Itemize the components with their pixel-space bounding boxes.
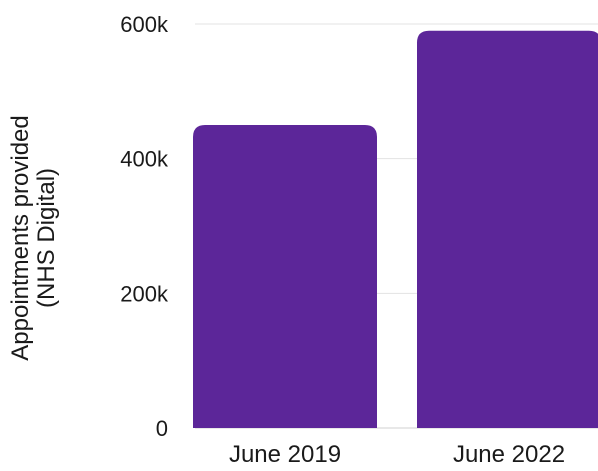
x-tick-labels: June 2019 June 2022 [229, 441, 565, 468]
y-tick-label: 400k [120, 147, 169, 172]
y-tick-label: 600k [120, 12, 169, 37]
bars [193, 30, 598, 428]
x-tick-label: June 2022 [453, 441, 565, 468]
y-axis-label: Appointments provided (NHS Digital) [7, 115, 60, 360]
y-tick-labels: 0 200k 400k 600k [120, 12, 169, 441]
y-axis-label-line-2: (NHS Digital) [33, 168, 60, 308]
y-tick-label: 200k [120, 281, 169, 306]
bar [417, 30, 598, 428]
y-axis-label-line-1: Appointments provided [7, 115, 34, 360]
y-tick-label: 0 [156, 416, 168, 441]
x-tick-label: June 2019 [229, 441, 341, 468]
bar [193, 125, 377, 428]
